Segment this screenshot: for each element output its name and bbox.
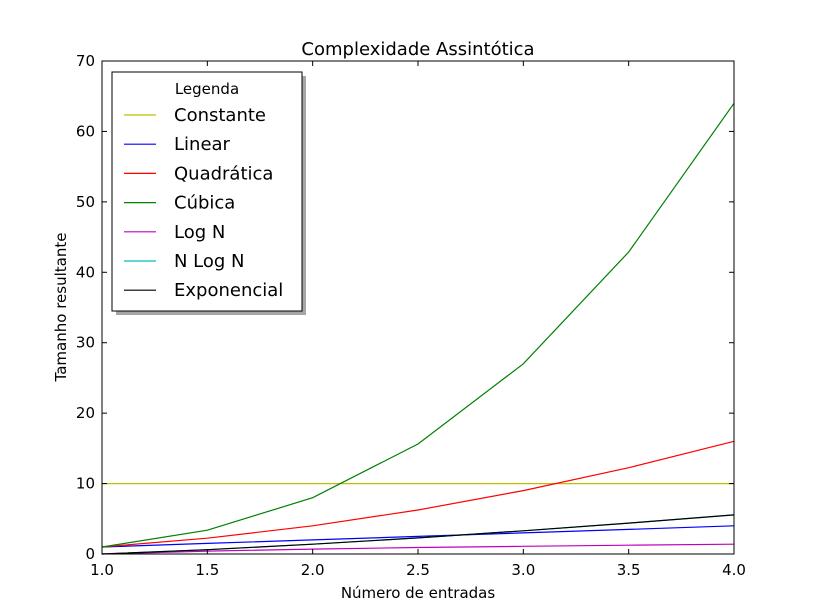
legend: Legenda Constante Linear Quadrática Cúbica L…	[111, 71, 306, 315]
y-tick-label: 70	[76, 52, 95, 70]
y-tick-label: 10	[76, 475, 95, 493]
legend-label: N Log N	[174, 251, 245, 272]
legend-label: Linear	[174, 134, 231, 155]
legend-label: Log N	[174, 222, 225, 243]
x-tick-label: 4.0	[722, 561, 746, 579]
legend-label: Cúbica	[174, 193, 235, 214]
series-line-1	[101, 525, 735, 548]
y-axis-label: Tamanho resultante	[52, 233, 70, 383]
legend-items: Constante Linear Quadrática Cúbica Log N N Lo…	[124, 105, 283, 301]
y-axis: 0 10 20 30 40 50 60 70	[76, 52, 734, 563]
y-tick-label: 0	[85, 545, 95, 563]
legend-title: Legenda	[175, 80, 239, 98]
x-tick-label: 3.0	[511, 561, 535, 579]
x-tick-label: 1.0	[90, 561, 114, 579]
legend-label: Quadrática	[174, 163, 273, 184]
y-tick-label: 40	[76, 263, 95, 281]
x-axis: 1.0 1.5 2.0 2.5 3.0 3.5 4.0	[90, 61, 746, 579]
x-tick-label: 2.0	[301, 561, 325, 579]
x-tick-label: 2.5	[406, 561, 430, 579]
y-tick-label: 20	[76, 404, 95, 422]
y-tick-label: 60	[76, 122, 95, 140]
chart-title: Complexidade Assintótica	[301, 39, 534, 60]
series-line-2	[101, 440, 735, 548]
x-tick-label: 1.5	[195, 561, 219, 579]
y-tick-label: 30	[76, 334, 95, 352]
x-axis-label: Número de entradas	[341, 584, 496, 602]
y-tick-label: 50	[76, 193, 95, 211]
legend-box	[111, 71, 303, 312]
legend-label: Constante	[174, 105, 266, 126]
series-line-3	[101, 102, 735, 548]
x-tick-label: 3.5	[617, 561, 641, 579]
legend-label: Exponencial	[174, 280, 283, 301]
